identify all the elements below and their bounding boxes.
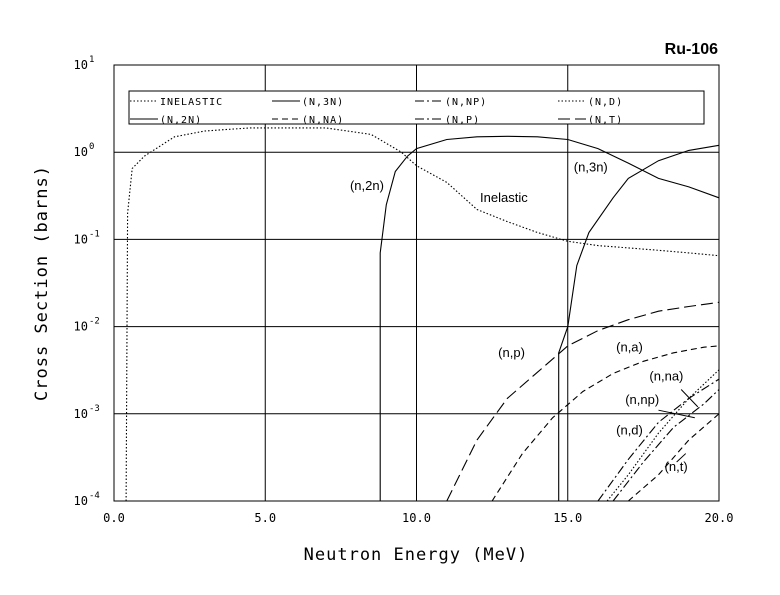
curve-annotation: Inelastic: [480, 190, 528, 205]
y-tick-base: 10: [74, 407, 88, 421]
series-line-np: [446, 301, 720, 502]
curve-annotation: (n,na): [649, 369, 683, 384]
x-tick-label: 10.0: [402, 511, 431, 525]
y-tick-label: 10 -1: [74, 229, 100, 246]
series-line-nnp: [597, 378, 720, 502]
legend-label: (N,NA): [302, 115, 344, 126]
y-tick-exponent: -1: [89, 229, 100, 239]
legend-label: INELASTIC: [160, 97, 223, 108]
legend-entry: (N,T): [558, 115, 623, 126]
x-axis-label: Neutron Energy (MeV): [304, 545, 529, 565]
grid: [114, 65, 719, 501]
series-line-nt: [627, 413, 720, 502]
legend-label: (N,2N): [160, 115, 202, 126]
legend-label: (N,D): [588, 97, 623, 108]
series-group: [125, 127, 720, 502]
legend-entry: (N,NP): [415, 97, 487, 108]
series-line-inelastic: [125, 127, 720, 502]
x-tick-label: 5.0: [254, 511, 276, 525]
legend-label: (N,3N): [302, 97, 344, 108]
curve-annotation: (n,3n): [574, 160, 608, 175]
curve-annotation: (n,2n): [350, 178, 384, 193]
y-tick-base: 10: [74, 58, 88, 72]
y-tick-label: 10 1: [74, 55, 95, 72]
y-tick-exponent: -3: [89, 404, 100, 414]
y-tick-exponent: 0: [89, 142, 94, 152]
y-tick-exponent: -2: [89, 317, 100, 327]
curve-annotation: (n,d): [616, 422, 643, 437]
x-tick-label: 20.0: [705, 511, 734, 525]
y-tick-base: 10: [74, 232, 88, 246]
y-tick-label: 10 0: [74, 142, 95, 159]
legend-label: (N,NP): [445, 97, 487, 108]
legend-entry: (N,2N): [130, 115, 202, 126]
y-axis-label: Cross Section (barns): [32, 165, 52, 401]
legend-label: (N,T): [588, 115, 623, 126]
plot-frame: [113, 64, 720, 502]
x-tick-label: 0.0: [103, 511, 125, 525]
legend-entry: (N,NA): [272, 115, 344, 126]
annotations: (n,2n) Inelastic (n,3n) (n,p) (n,a) (n,na) (n,…: [350, 160, 699, 474]
curve-annotation: (n,a): [616, 339, 643, 354]
x-tick-label: 15.0: [553, 511, 582, 525]
series-line-nna: [612, 389, 720, 502]
curve-annotation: (n,p): [498, 345, 525, 360]
y-tick-label: 10 -4: [74, 491, 100, 508]
legend-entry: (N,P): [415, 115, 480, 126]
legend-entry: (N,D): [558, 97, 623, 108]
annotation-leader: [680, 389, 699, 408]
y-tick-exponent: 1: [89, 55, 94, 65]
y-tick-label: 10 -2: [74, 317, 100, 334]
legend: INELASTIC (N,3N) (N,NP) (N,D) (N,2N) (N,NA) (N…: [128, 90, 705, 126]
y-tick-base: 10: [74, 145, 88, 159]
y-tick-base: 10: [74, 320, 88, 334]
annotation-leader: [676, 453, 687, 463]
legend-entry: INELASTIC: [130, 97, 223, 108]
y-tick-exponent: -4: [89, 491, 100, 501]
series-line-nd: [606, 369, 720, 502]
series-line-na: [491, 345, 720, 502]
series-line-n3n: [558, 144, 720, 501]
chart-title: Ru-106: [665, 41, 718, 58]
legend-label: (N,P): [445, 115, 480, 126]
legend-entry: (N,3N): [272, 97, 344, 108]
curve-annotation: (n,np): [625, 392, 659, 407]
y-tick-label: 10 -3: [74, 404, 100, 421]
curve-annotation: (n,t): [665, 459, 688, 474]
annotation-leader: [658, 409, 695, 419]
series-line-n2n: [379, 135, 720, 501]
y-tick-base: 10: [74, 494, 88, 508]
